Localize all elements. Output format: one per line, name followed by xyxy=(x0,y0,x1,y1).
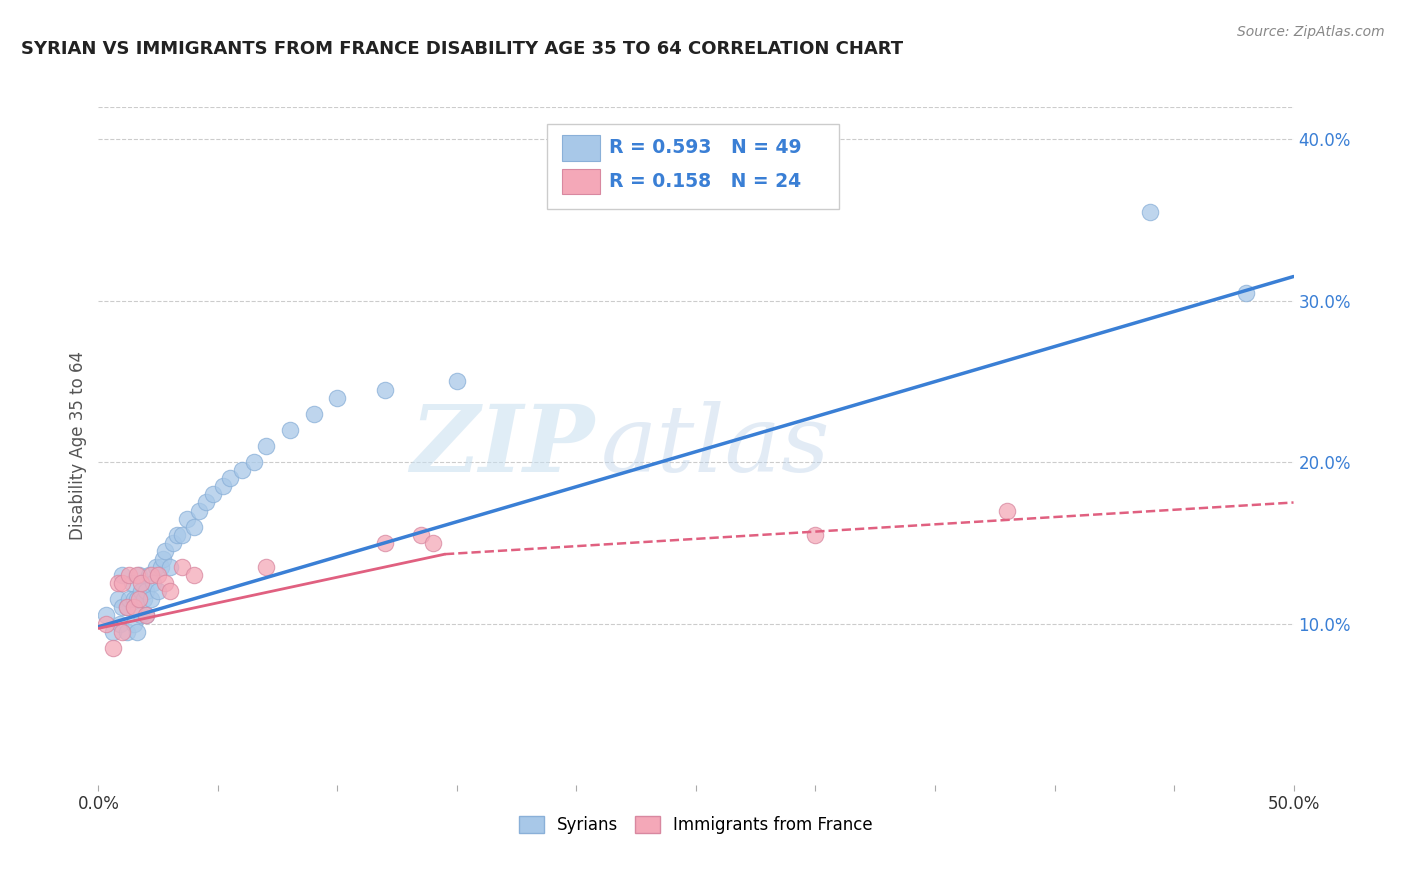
Point xyxy=(107,592,129,607)
Point xyxy=(131,584,153,599)
Point xyxy=(995,503,1018,517)
Point xyxy=(172,528,194,542)
Point xyxy=(254,439,277,453)
Point xyxy=(243,455,266,469)
Point xyxy=(125,592,148,607)
FancyBboxPatch shape xyxy=(547,124,839,209)
Point xyxy=(124,592,146,607)
Point xyxy=(149,560,172,574)
Point xyxy=(155,576,177,591)
Point xyxy=(183,568,205,582)
Point xyxy=(187,503,209,517)
Point xyxy=(219,471,242,485)
Point xyxy=(131,608,153,623)
FancyBboxPatch shape xyxy=(562,169,600,194)
Point xyxy=(125,568,148,582)
Legend: Syrians, Immigrants from France: Syrians, Immigrants from France xyxy=(512,810,880,841)
Point xyxy=(211,479,233,493)
Point xyxy=(326,391,349,405)
Point xyxy=(374,536,396,550)
Point xyxy=(166,528,188,542)
Point xyxy=(422,536,444,550)
FancyBboxPatch shape xyxy=(562,135,600,161)
Point xyxy=(254,560,277,574)
Point xyxy=(121,576,143,591)
Point xyxy=(804,528,827,542)
Point xyxy=(118,592,141,607)
Text: SYRIAN VS IMMIGRANTS FROM FRANCE DISABILITY AGE 35 TO 64 CORRELATION CHART: SYRIAN VS IMMIGRANTS FROM FRANCE DISABIL… xyxy=(21,40,903,58)
Point xyxy=(111,600,134,615)
Text: ZIP: ZIP xyxy=(411,401,595,491)
Point xyxy=(172,560,194,574)
Point xyxy=(374,383,396,397)
Point xyxy=(148,584,170,599)
Point xyxy=(138,568,160,582)
Point xyxy=(131,576,153,591)
Point xyxy=(1139,205,1161,219)
Point xyxy=(162,536,184,550)
Point xyxy=(183,519,205,533)
Point xyxy=(107,576,129,591)
Point xyxy=(195,495,218,509)
Point xyxy=(202,487,225,501)
Point xyxy=(132,592,155,607)
Point xyxy=(135,608,157,623)
Point xyxy=(94,616,117,631)
Point xyxy=(111,624,134,639)
Text: Source: ZipAtlas.com: Source: ZipAtlas.com xyxy=(1237,25,1385,39)
Point xyxy=(142,576,165,591)
Text: R = 0.593   N = 49: R = 0.593 N = 49 xyxy=(609,138,801,157)
Point xyxy=(231,463,253,477)
Point xyxy=(139,568,162,582)
Y-axis label: Disability Age 35 to 64: Disability Age 35 to 64 xyxy=(69,351,87,541)
Point xyxy=(145,560,167,574)
Point xyxy=(159,560,181,574)
Point xyxy=(135,608,157,623)
Text: atlas: atlas xyxy=(600,401,830,491)
Point xyxy=(115,600,138,615)
Point xyxy=(302,407,325,421)
Text: R = 0.158   N = 24: R = 0.158 N = 24 xyxy=(609,172,801,191)
Point xyxy=(124,616,146,631)
Point xyxy=(125,624,148,639)
Point xyxy=(111,568,134,582)
Point xyxy=(176,511,198,525)
Point xyxy=(1234,285,1257,300)
Point xyxy=(139,592,162,607)
Point xyxy=(108,616,131,631)
Point xyxy=(278,423,301,437)
Point xyxy=(115,600,138,615)
Point xyxy=(135,584,157,599)
Point xyxy=(155,544,177,558)
Point xyxy=(128,568,150,582)
Point xyxy=(128,592,150,607)
Point xyxy=(159,584,181,599)
Point xyxy=(101,624,124,639)
Point xyxy=(111,576,134,591)
Point xyxy=(446,375,468,389)
Point xyxy=(411,528,433,542)
Point xyxy=(118,568,141,582)
Point xyxy=(148,568,170,582)
Point xyxy=(101,640,124,655)
Point xyxy=(124,600,146,615)
Point xyxy=(152,552,174,566)
Point xyxy=(94,608,117,623)
Point xyxy=(115,624,138,639)
